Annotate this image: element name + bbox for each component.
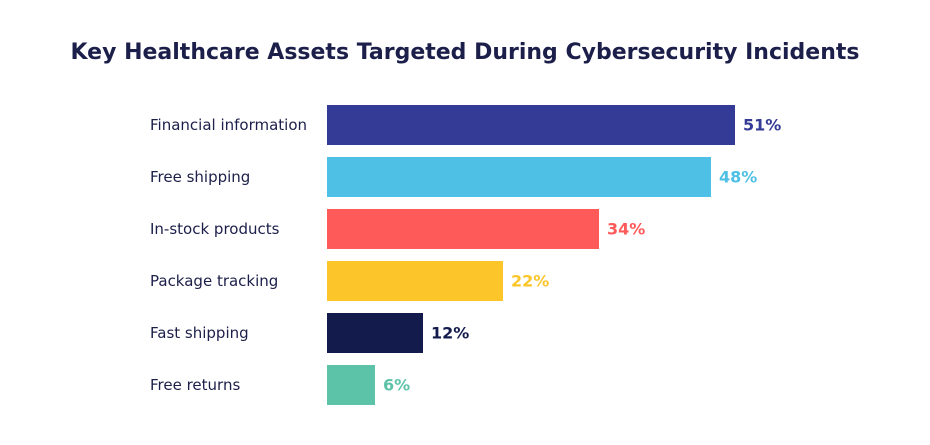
bar — [327, 313, 423, 353]
chart-title: Key Healthcare Assets Targeted During Cy… — [70, 40, 860, 65]
category-label: Free returns — [150, 376, 240, 394]
value-label: 6% — [383, 376, 410, 395]
bar — [327, 365, 375, 405]
value-label: 12% — [431, 324, 469, 343]
value-label: 48% — [719, 168, 757, 187]
value-label: 22% — [511, 272, 549, 291]
value-label: 51% — [743, 116, 781, 135]
bar — [327, 157, 711, 197]
bars-layer: Financial information 51% Free shipping 48%… — [150, 105, 781, 405]
category-label: Financial information — [150, 116, 307, 134]
bar — [327, 261, 503, 301]
category-label: Package tracking — [150, 272, 278, 290]
category-label: Fast shipping — [150, 324, 249, 342]
bar — [327, 105, 735, 145]
value-label: 34% — [607, 220, 645, 239]
category-label: Free shipping — [150, 168, 250, 186]
bar — [327, 209, 599, 249]
category-label: In-stock products — [150, 220, 280, 238]
